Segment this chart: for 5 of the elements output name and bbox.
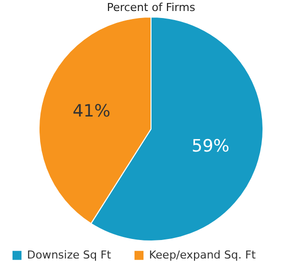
legend-label: Downsize Sq Ft — [27, 248, 112, 262]
data-label: 59% — [192, 136, 230, 156]
chart-title: Percent of Firms — [106, 1, 196, 14]
data-label: 41% — [72, 102, 110, 122]
legend-label: Keep/expand Sq. Ft — [149, 248, 256, 262]
